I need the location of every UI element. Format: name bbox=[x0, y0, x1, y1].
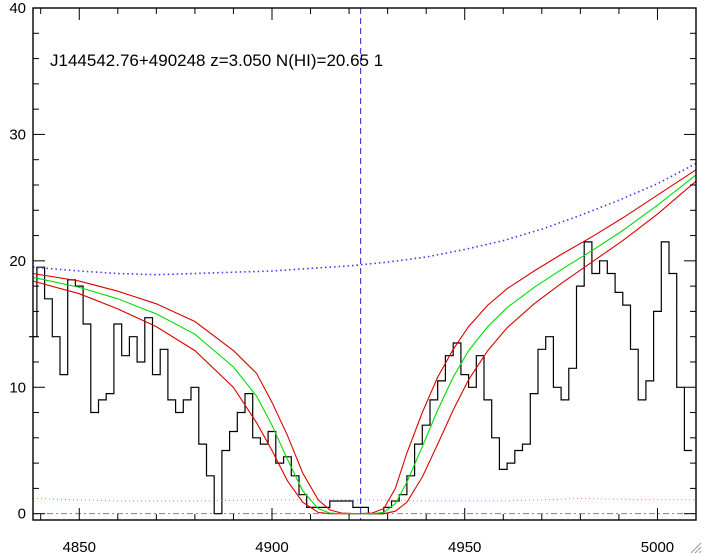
plot-frame bbox=[32, 7, 697, 521]
lower-bound-curve bbox=[32, 180, 697, 515]
upper-bound-curve bbox=[32, 169, 697, 515]
y-tick-label: 30 bbox=[9, 126, 26, 143]
axis-tick-labels: 4850 4900 4950 5000 0 10 20 30 40 bbox=[9, 0, 674, 556]
x-tick-label: 5000 bbox=[641, 539, 674, 556]
plot-curves bbox=[29, 8, 697, 520]
x-tick-label: 4900 bbox=[255, 539, 288, 556]
error-curve bbox=[32, 497, 696, 502]
y-tick-label: 0 bbox=[18, 506, 26, 523]
y-tick-label: 10 bbox=[9, 379, 26, 396]
continuum-curve bbox=[32, 162, 697, 276]
flux-spectrum bbox=[29, 241, 693, 515]
model-fit-curve bbox=[32, 174, 697, 515]
x-tick-label: 4950 bbox=[448, 539, 481, 556]
y-tick-label: 40 bbox=[9, 0, 26, 17]
chart-title: J144542.76+490248 z=3.050 N(HI)=20.65 1 bbox=[50, 51, 383, 70]
x-tick-label: 4850 bbox=[63, 539, 96, 556]
y-tick-label: 20 bbox=[9, 253, 26, 270]
axis-ticks bbox=[33, 7, 697, 520]
resize-grip-icon[interactable] bbox=[690, 542, 702, 554]
